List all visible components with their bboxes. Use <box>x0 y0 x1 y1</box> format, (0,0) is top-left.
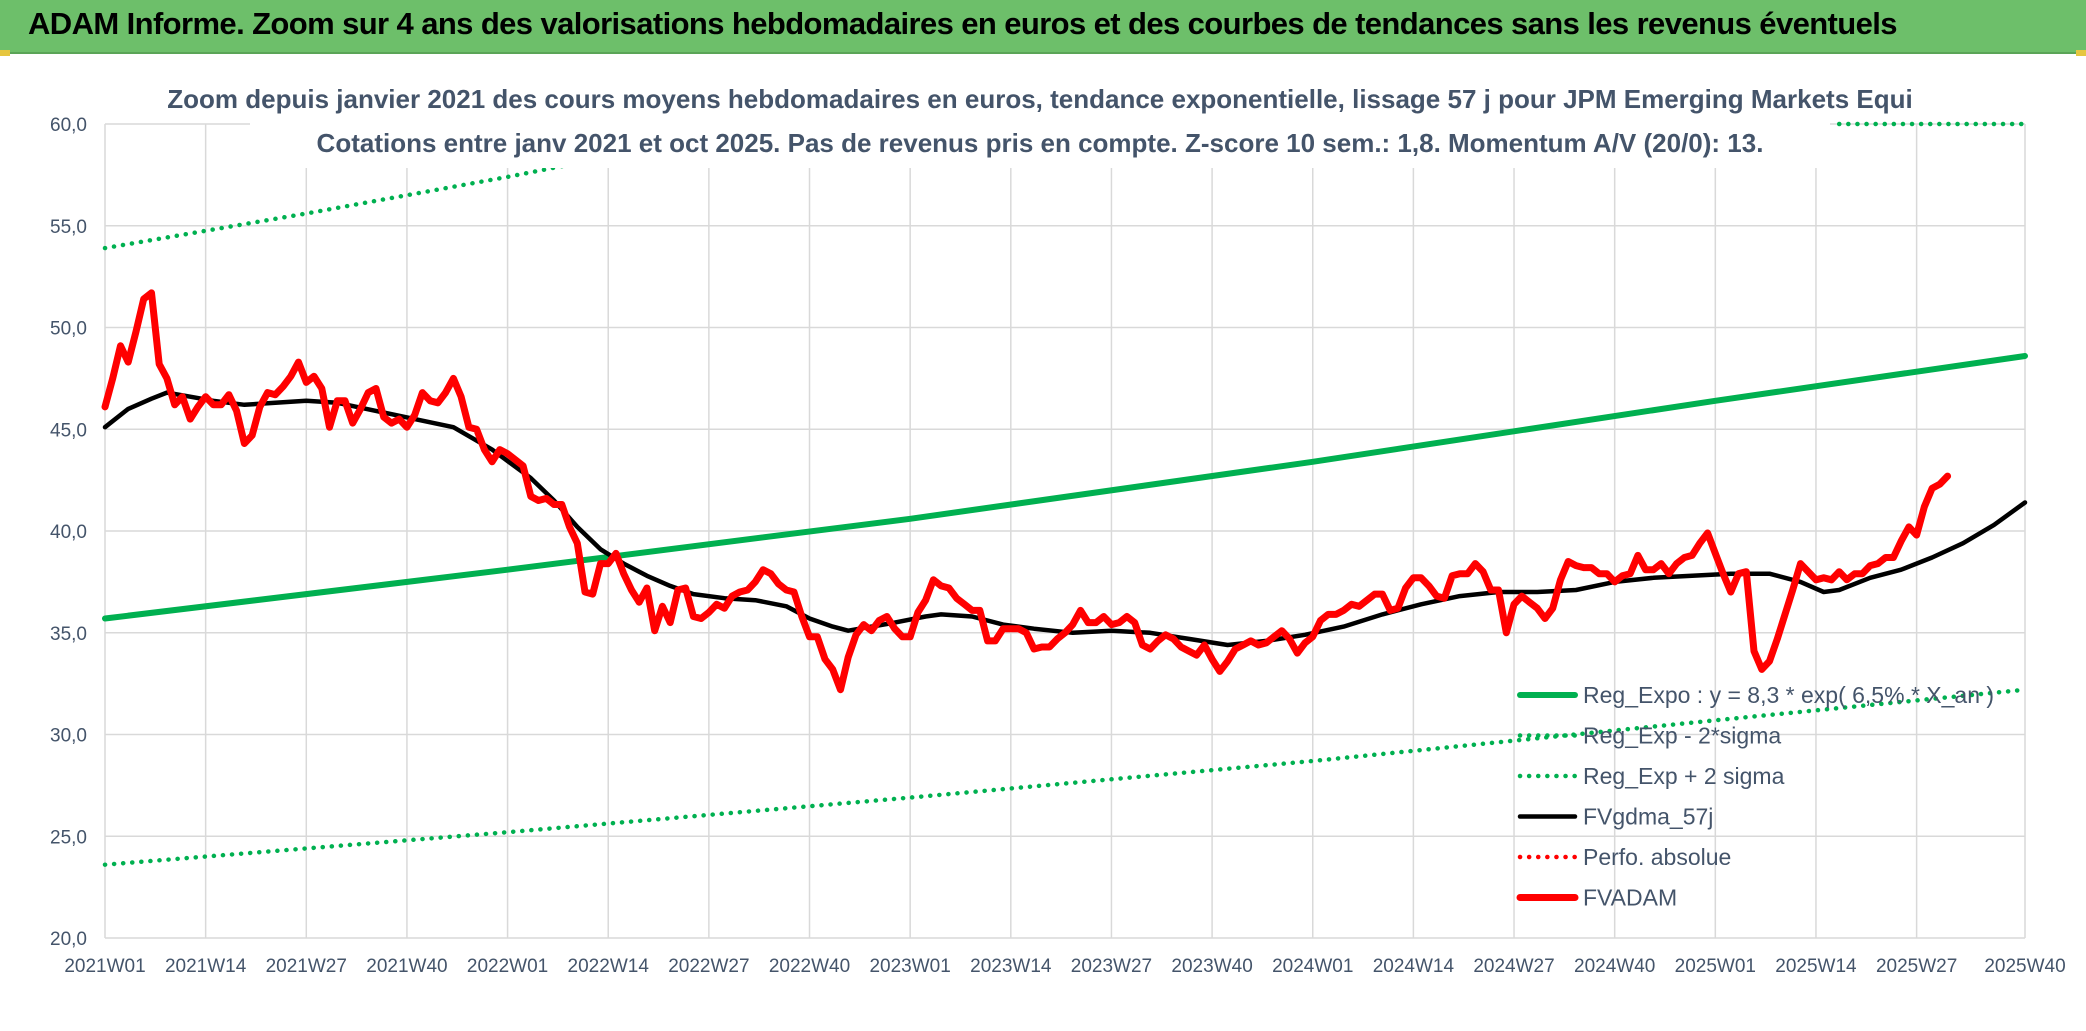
x-tick-label: 2025W14 <box>1775 956 1857 977</box>
legend-label: FVgdma_57j <box>1583 804 1713 830</box>
series-line-reg-exp-2-sigma <box>102 162 572 251</box>
y-tick-label: 30,0 <box>50 726 87 747</box>
legend-label: FVADAM <box>1583 885 1677 911</box>
y-tick-label: 40,0 <box>50 522 87 543</box>
chart-subtitle: Cotations entre janv 2021 et oct 2025. P… <box>317 128 1764 158</box>
series-line-fvadam <box>101 289 1952 694</box>
x-tick-label: 2022W40 <box>769 956 850 977</box>
y-tick-label: 20,0 <box>50 929 87 950</box>
x-tick-label: 2024W40 <box>1574 956 1655 977</box>
x-tick-label: 2022W27 <box>668 956 749 977</box>
banner-corner-left <box>0 50 10 56</box>
report-title: ADAM Informe. Zoom sur 4 ans des valoris… <box>28 6 1898 41</box>
x-tick-label: 2021W01 <box>64 956 145 977</box>
x-tick-label: 2022W14 <box>568 956 650 977</box>
x-tick-label: 2024W27 <box>1473 956 1554 977</box>
x-tick-label: 2024W01 <box>1272 956 1353 977</box>
series-line-fvgdma-57j <box>102 390 2028 648</box>
chart-title-block: Zoom depuis janvier 2021 des cours moyen… <box>167 80 1913 168</box>
y-tick-label: 60,0 <box>50 115 87 136</box>
series-line-reg-exp-2-sigma <box>102 687 2028 867</box>
series-line-reg-expo-y-8-3-exp-6-5-x-an <box>102 353 2028 622</box>
chart-title: Zoom depuis janvier 2021 des cours moyen… <box>167 84 1912 114</box>
x-tick-label: 2025W01 <box>1675 956 1756 977</box>
legend-label: Reg_Exp - 2*sigma <box>1583 723 1781 749</box>
legend-label: Perfo. absolue <box>1583 844 1731 870</box>
x-tick-label: 2024W14 <box>1373 956 1455 977</box>
x-tick-label: 2025W27 <box>1876 956 1957 977</box>
chart-title-background <box>250 80 1830 168</box>
legend-label: Reg_Exp + 2 sigma <box>1583 763 1785 789</box>
y-tick-label: 45,0 <box>50 420 87 441</box>
valuation-line-chart: 20,0 25,0 30,0 35,0 40,0 45,0 50,0 55,0 60,0 202… <box>50 80 2066 977</box>
legend-label: Reg_Expo : y = 8,3 * exp( 6,5% * X_an ) <box>1583 682 1994 708</box>
x-tick-label: 2023W27 <box>1071 956 1152 977</box>
chart-gridlines <box>104 123 2026 939</box>
banner-corner-right <box>2076 50 2086 56</box>
y-tick-label: 55,0 <box>50 217 87 238</box>
chart-series <box>101 121 2028 867</box>
y-tick-label: 50,0 <box>50 319 87 340</box>
y-tick-label: 25,0 <box>50 827 87 848</box>
x-tick-label: 2023W01 <box>869 956 950 977</box>
x-tick-label: 2022W01 <box>467 956 548 977</box>
x-tick-label: 2025W40 <box>1984 956 2065 977</box>
x-tick-label: 2021W40 <box>366 956 447 977</box>
x-tick-label: 2021W14 <box>165 956 247 977</box>
x-axis-ticks: 2021W01 2021W14 2021W27 2021W40 2022W01 2022W… <box>64 956 2065 977</box>
y-axis-ticks: 20,0 25,0 30,0 35,0 40,0 45,0 50,0 55,0 60,0 <box>50 115 87 950</box>
x-tick-label: 2023W14 <box>970 956 1052 977</box>
chart-legend: Reg_Expo : y = 8,3 * exp( 6,5% * X_an ) R… <box>1516 682 1994 911</box>
x-tick-label: 2021W27 <box>266 956 347 977</box>
x-tick-label: 2023W40 <box>1171 956 1252 977</box>
report-banner: ADAM Informe. Zoom sur 4 ans des valoris… <box>0 0 2086 54</box>
y-tick-label: 35,0 <box>50 624 87 645</box>
